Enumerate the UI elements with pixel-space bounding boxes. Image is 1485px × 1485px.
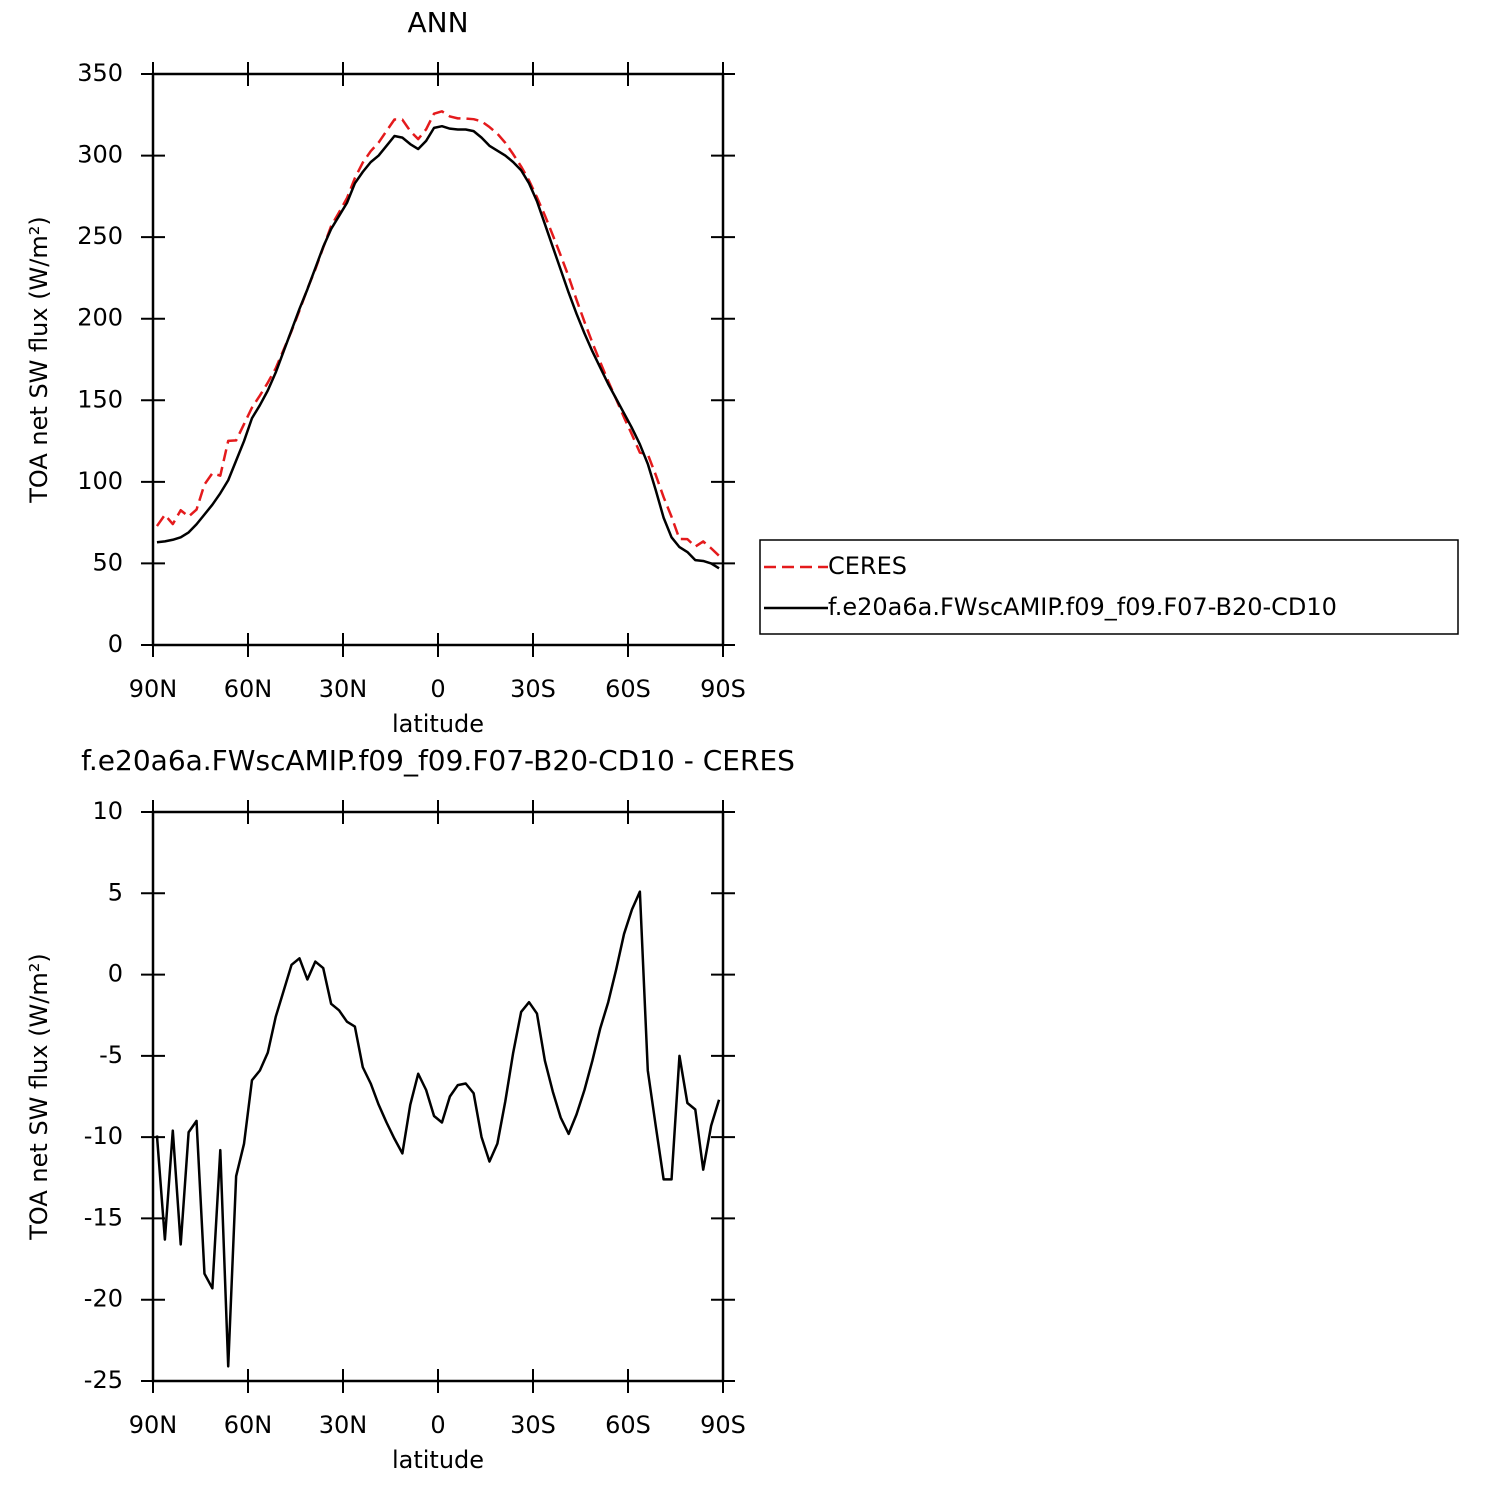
data-line <box>155 890 721 1368</box>
legend-label: f.e20a6a.FWscAMIP.f09_f09.F07-B20-CD10 <box>828 593 1337 621</box>
y-tick-label: 200 <box>77 304 123 332</box>
x-tick-label: 60N <box>224 1411 273 1439</box>
y-tick-label: 150 <box>77 385 123 413</box>
x-tick-label: 60S <box>605 1411 651 1439</box>
y-tick-label: 100 <box>77 467 123 495</box>
x-tick-label: 30S <box>510 1411 556 1439</box>
y-tick-label: 10 <box>92 797 123 825</box>
x-tick-label: 0 <box>430 1411 445 1439</box>
x-tick-label: 90S <box>700 675 746 703</box>
y-tick-label: 0 <box>108 960 123 988</box>
x-axis-label: latitude <box>392 710 484 738</box>
x-tick-label: 60N <box>224 675 273 703</box>
y-tick-label: 250 <box>77 222 123 250</box>
y-tick-label: 50 <box>92 548 123 576</box>
y-tick-label: -10 <box>84 1122 123 1150</box>
legend-label: CERES <box>828 552 907 580</box>
y-tick-label: 300 <box>77 141 123 169</box>
y-tick-label: 0 <box>108 630 123 658</box>
chart-title: f.e20a6a.FWscAMIP.f09_f09.F07-B20-CD10 -… <box>81 744 795 777</box>
x-tick-label: 60S <box>605 675 651 703</box>
y-tick-label: -25 <box>84 1366 123 1394</box>
y-tick-label: -20 <box>84 1285 123 1313</box>
chart-title: ANN <box>407 6 468 39</box>
plot-frame <box>151 72 725 647</box>
x-tick-label: 90N <box>129 1411 178 1439</box>
legend-box <box>759 539 1459 635</box>
y-axis-label: TOA net SW flux (W/m²) <box>25 216 53 504</box>
x-tick-label: 30N <box>319 1411 368 1439</box>
legend: CERES f.e20a6a.FWscAMIP.f09_f09.F07-B20-C… <box>759 539 1459 635</box>
x-axis-label: latitude <box>392 1446 484 1474</box>
y-axis-label: TOA net SW flux (W/m²) <box>25 953 53 1241</box>
x-tick-label: 30N <box>319 675 368 703</box>
y-tick-label: 350 <box>77 59 123 87</box>
data-line <box>155 110 720 557</box>
x-tick-label: 0 <box>430 675 445 703</box>
x-tick-label: 90N <box>129 675 178 703</box>
y-tick-label: -5 <box>99 1041 123 1069</box>
x-tick-label: 90S <box>700 1411 746 1439</box>
x-tick-label: 30S <box>510 675 556 703</box>
y-tick-label: -15 <box>84 1203 123 1231</box>
data-line <box>156 124 720 570</box>
y-tick-label: 5 <box>108 878 123 906</box>
plot-frame <box>151 810 725 1383</box>
